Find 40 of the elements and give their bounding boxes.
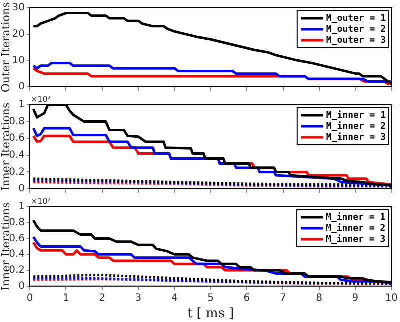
x-tick-label: 0 xyxy=(26,292,34,304)
y-tick-label: 0 xyxy=(18,184,25,195)
legend-label: M_inner = 2 xyxy=(326,222,386,234)
x-tick-label: 4 xyxy=(171,292,178,304)
y-tick-label: 1 xyxy=(18,202,25,213)
legend-label: M_inner = 1 xyxy=(326,212,386,223)
y-tick-label: 0.2 xyxy=(9,166,25,178)
legend-label: M_inner = 1 xyxy=(326,110,386,121)
y-tick-label: 0.4 xyxy=(9,249,25,260)
y-tick-label: 10 xyxy=(12,55,25,66)
x-tick-label: 10 xyxy=(385,292,398,304)
text: ×10² xyxy=(31,95,52,104)
legend-label: M_inner = 2 xyxy=(326,120,386,132)
y-tick-label: 0.8 xyxy=(9,217,25,228)
y-tick-label: 30 xyxy=(12,2,25,14)
x-tick-label: 9 xyxy=(352,292,359,304)
legend-label: M_outer = 3 xyxy=(326,36,386,46)
y-tick-label: 0.4 xyxy=(9,150,25,161)
x-tick-label: 7 xyxy=(280,292,286,304)
y-tick-label: 0.6 xyxy=(9,233,25,244)
y-tick-label: 20 xyxy=(12,28,25,40)
x-tick-label: 2 xyxy=(99,292,106,304)
x-axis-title: t [ ms ] xyxy=(187,306,234,322)
y-tick-label: 0.6 xyxy=(9,133,25,144)
y-tick-label: 0 xyxy=(18,280,25,292)
x-tick-label: 1 xyxy=(62,292,70,304)
legend-label: M_outer = 1 xyxy=(326,14,386,24)
text: ×10² xyxy=(31,197,52,206)
legend-label: M_inner = 3 xyxy=(326,234,386,245)
y-tick-label: 1 xyxy=(18,100,25,111)
x-tick-label: 3 xyxy=(135,292,142,304)
y-axis-title: Outer Iterations xyxy=(0,2,12,93)
legend-label: M_inner = 3 xyxy=(326,132,386,143)
x-tick-label: 5 xyxy=(208,292,214,304)
y-tick-label: 0.2 xyxy=(9,265,25,276)
y-tick-label: 0 xyxy=(18,82,25,93)
legend-label: M_outer = 2 xyxy=(326,24,386,35)
x-tick-label: 6 xyxy=(244,292,250,304)
x-tick-label: 8 xyxy=(316,292,322,304)
y-tick-label: 0.8 xyxy=(9,116,25,128)
